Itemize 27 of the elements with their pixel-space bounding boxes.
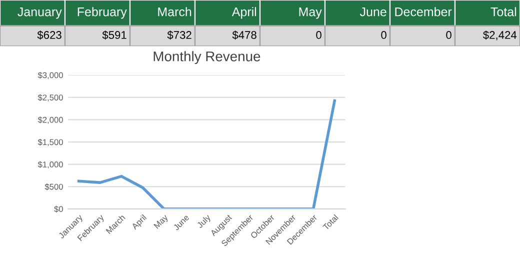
y-tick-label: $2,000 (38, 116, 63, 124)
x-tick-label: May (154, 214, 170, 230)
text: January (18, 8, 62, 19)
x-tick-label: July (196, 214, 212, 230)
text: 0 (381, 31, 386, 39)
text: $2,424 (483, 30, 517, 40)
y-tick-label: $500 (44, 183, 63, 190)
y-tick-label: $1,500 (38, 138, 63, 146)
text: May (299, 8, 322, 19)
y-tick-label: $1,000 (38, 161, 63, 168)
y-tick-label: $0 (54, 206, 63, 213)
text: $623 (37, 30, 62, 40)
text: 0 (316, 31, 322, 39)
text: 0 (446, 31, 452, 39)
text: February (78, 7, 127, 19)
chart-title: Monthly Revenue (154, 51, 260, 64)
text: Total (490, 7, 516, 16)
text: $591 (102, 30, 126, 40)
text: March (158, 7, 192, 16)
text: April (232, 7, 256, 19)
text: $478 (232, 30, 256, 40)
text: $732 (167, 30, 192, 40)
text: June (360, 8, 386, 16)
y-tick-label: $2,500 (38, 94, 63, 102)
line-series (77, 99, 336, 209)
text: December (395, 7, 452, 16)
y-tick-label: $3,000 (38, 72, 63, 80)
